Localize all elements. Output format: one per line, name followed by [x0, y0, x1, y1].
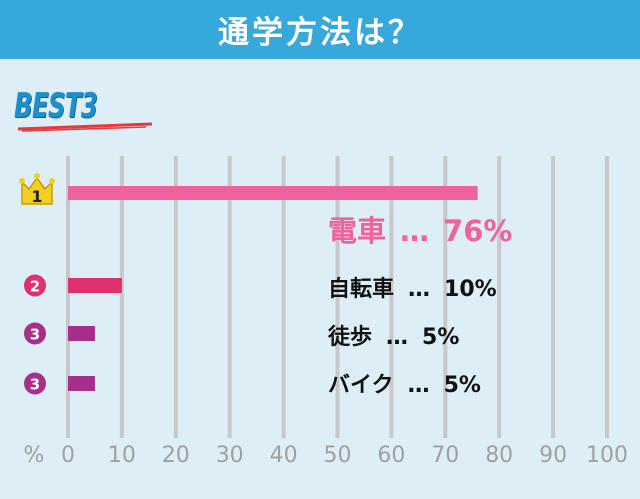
bar: [68, 186, 478, 200]
separator-dots: …: [408, 277, 431, 302]
value-label: 電車 … 76%: [328, 208, 512, 250]
percent-label: 10%: [444, 277, 497, 302]
category-label: バイク: [328, 373, 394, 398]
value-label: バイク … 5%: [328, 367, 481, 399]
bar: [68, 278, 122, 293]
value-label: 自転車 … 10%: [328, 271, 497, 303]
percent-label: 5%: [443, 373, 481, 398]
bar: [68, 326, 95, 341]
x-tick-label: 90: [539, 443, 567, 468]
x-tick-label: 10: [108, 443, 136, 468]
best3-badge: BEST3: [14, 86, 153, 132]
separator-dots: …: [400, 214, 430, 248]
rank-number: 1: [31, 187, 42, 206]
bar: [68, 376, 95, 391]
x-tick-label: 80: [485, 443, 513, 468]
best3-label: BEST3: [14, 86, 98, 126]
crown-icon: [19, 173, 55, 205]
rank-circle-icon: [24, 322, 46, 345]
rank-number: 3: [30, 376, 40, 394]
x-tick-label: 40: [270, 443, 298, 468]
category-label: 自転車: [328, 277, 395, 302]
value-label: 徒歩 … 5%: [328, 319, 459, 351]
x-unit-label: %: [24, 443, 45, 468]
rank-number: 3: [30, 326, 40, 344]
percent-label: 76%: [443, 214, 513, 248]
red-underline-icon: [17, 122, 153, 132]
x-tick-label: 60: [377, 443, 405, 468]
x-tick-label: 0: [61, 443, 75, 468]
x-tick-label: 100: [586, 443, 628, 468]
header-bar: 通学方法は？: [0, 0, 640, 59]
x-tick-label: 70: [431, 443, 459, 468]
percent-label: 5%: [422, 325, 460, 350]
x-tick-label: 20: [162, 443, 190, 468]
category-label: 徒歩: [328, 325, 373, 350]
page-title: 通学方法は？: [218, 15, 422, 51]
rank-circle-icon: [24, 274, 46, 297]
category-label: 電車: [328, 214, 387, 248]
separator-dots: …: [407, 373, 430, 398]
separator-dots: …: [386, 325, 409, 350]
rank-circle-icon: [24, 372, 46, 395]
x-tick-label: 50: [324, 443, 352, 468]
x-tick-label: 30: [216, 443, 244, 468]
rank-number: 2: [30, 278, 40, 296]
